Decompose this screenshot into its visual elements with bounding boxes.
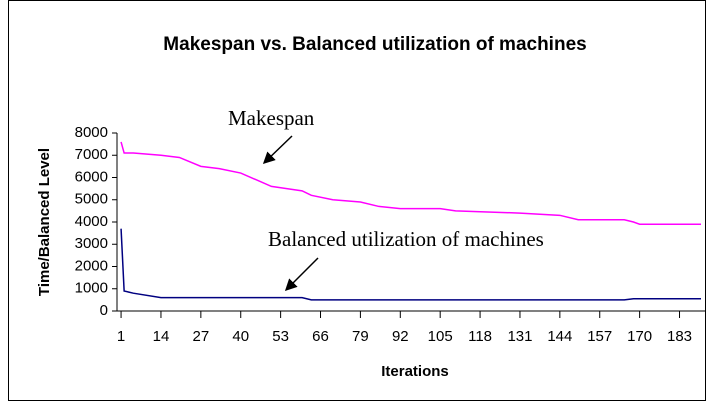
y-tick-label: 5000 [75,191,108,208]
y-tick-label: 2000 [75,257,108,274]
x-tick-label: 131 [507,328,532,345]
annotation-arrow [262,135,293,165]
y-tick-label: 6000 [75,168,108,185]
x-tick-label: 144 [547,328,572,345]
annotation: Makespan [228,106,315,130]
x-tick-label: 92 [392,328,409,345]
x-tick-label: 157 [587,328,612,345]
y-tick-label: 1000 [75,280,108,297]
x-tick-label: 27 [193,328,210,345]
series-line [120,141,701,225]
x-tick-label: 118 [468,328,492,345]
x-tick-label: 53 [272,328,289,345]
x-axis-title: Iterations [381,363,449,380]
x-tick-label: 14 [153,328,170,345]
chart-title: Makespan vs. Balanced utilization of mac… [163,34,586,55]
y-tick-label: 3000 [75,235,108,252]
x-tick-label: 170 [627,328,652,345]
y-tick-label: 8000 [75,124,108,141]
annotation: Balanced utilization of machines [268,227,544,251]
y-tick-label: 0 [100,302,108,319]
y-tick-label: 4000 [75,213,108,230]
x-tick-label: 1 [117,328,125,345]
annotation-arrow [284,257,319,292]
x-tick-label: 79 [352,328,369,345]
x-tick-label: 183 [667,328,692,345]
frame [8,0,706,401]
y-axis-title: Time/Balanced Level [36,148,53,296]
x-tick-label: 105 [428,328,453,345]
y-tick-label: 7000 [75,146,108,163]
x-tick-label: 40 [232,328,249,345]
series-line [120,228,701,301]
x-tick-label: 66 [312,328,329,345]
